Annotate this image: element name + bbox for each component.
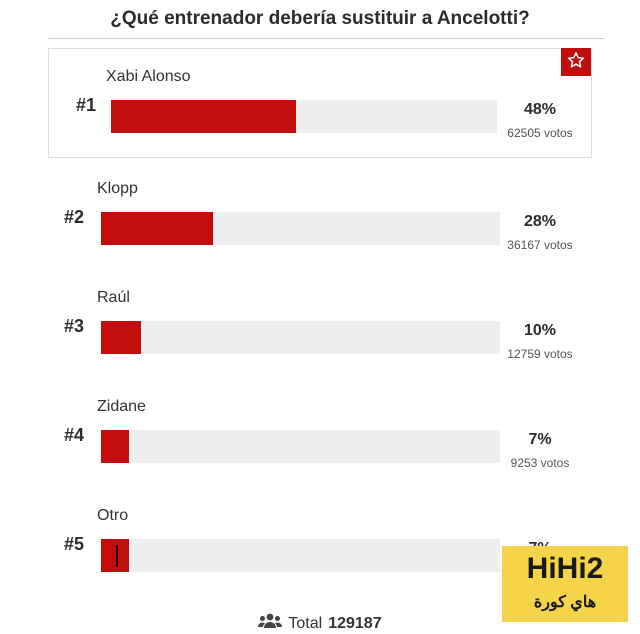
result-bar-track <box>101 539 500 572</box>
poll-title: ¿Qué entrenador debería sustituir a Ance… <box>110 8 530 29</box>
percent-label: 48% <box>523 101 557 118</box>
result-bar-fill <box>111 100 297 133</box>
result-bar-fill <box>101 430 129 463</box>
result-bar-track <box>101 212 500 245</box>
candidate-name: Raúl <box>97 289 130 306</box>
result-bar-fill <box>101 321 141 354</box>
result-bar-fill <box>101 212 213 245</box>
watermark-name: HiHi2 <box>526 552 604 585</box>
total-value: 129187 <box>328 614 382 632</box>
total-label: Total <box>288 614 323 632</box>
star-icon <box>567 51 585 74</box>
candidate-name: Zidane <box>97 398 146 415</box>
rank-label: #2 <box>64 207 85 227</box>
result-bar-track <box>101 430 500 463</box>
candidate-name: Xabi Alonso <box>106 68 191 85</box>
rank-label: #3 <box>64 316 85 336</box>
votes-count: 9253 votos <box>510 456 570 470</box>
votes-count: 62505 votos <box>507 126 573 140</box>
percent-label: 28% <box>523 213 557 230</box>
bar-cursor-marker <box>116 545 118 567</box>
votes-count: 36167 votos <box>507 238 573 252</box>
result-bar-track <box>101 321 500 354</box>
winner-highlight-box <box>48 48 592 158</box>
votes-count: 12759 votos <box>507 347 573 361</box>
rank-label: #1 <box>76 95 97 115</box>
candidate-name: Klopp <box>97 180 138 197</box>
percent-label: 7% <box>528 431 552 448</box>
watermark-subtitle: هاي كورة <box>533 594 597 611</box>
watermark-logo: HiHi2 هاي كورة <box>502 546 628 622</box>
percent-label: 10% <box>523 322 557 339</box>
title-divider <box>48 38 604 39</box>
winner-badge <box>561 48 591 76</box>
rank-label: #4 <box>64 425 85 445</box>
result-bar-track <box>111 100 497 133</box>
candidate-name: Otro <box>97 507 129 524</box>
result-bar-fill <box>101 539 129 572</box>
rank-label: #5 <box>64 534 85 554</box>
total-votes: Total 129187 <box>0 613 640 634</box>
users-icon <box>258 613 283 634</box>
